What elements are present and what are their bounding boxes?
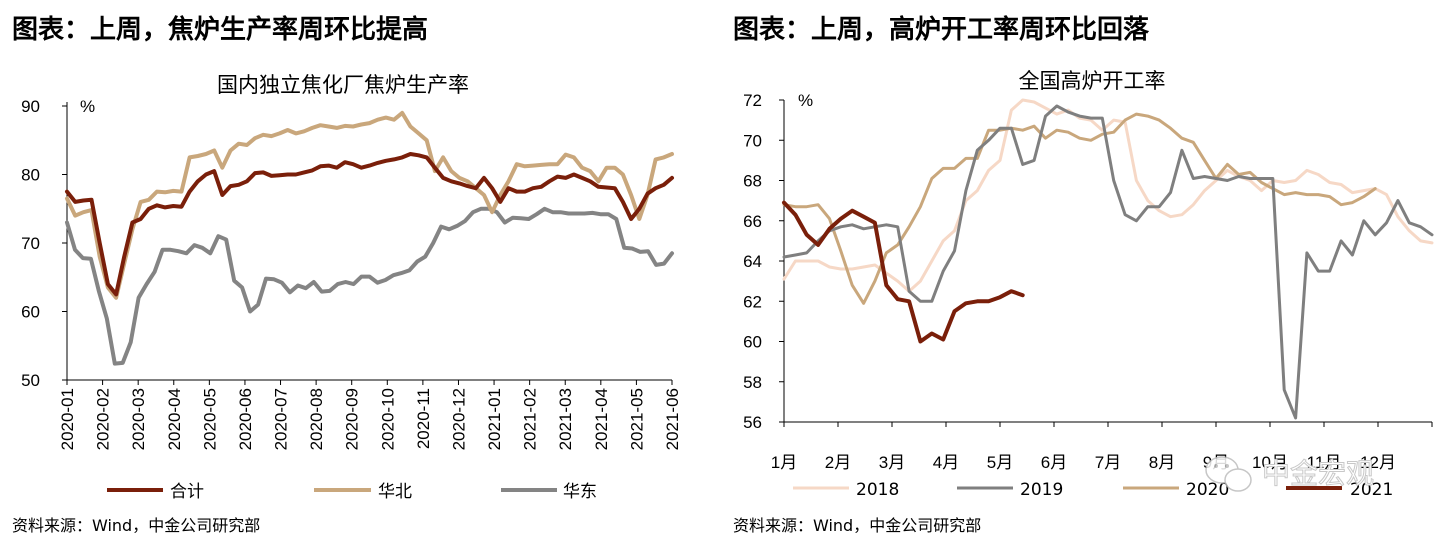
wechat-watermark-icon	[1205, 456, 1252, 492]
right-series-line-2020	[782, 112, 1377, 305]
right-x-tick-label: 1月	[771, 453, 797, 472]
right-y-tick-label: 70	[743, 131, 762, 150]
left-y-tick-label: 80	[21, 166, 40, 185]
right-x-tick-label: 7月	[1095, 453, 1121, 472]
legend-label-2018: 2018	[856, 480, 899, 500]
watermark-text: 中金宏观	[1262, 457, 1374, 490]
right-x-tick-label: 5月	[987, 453, 1013, 472]
legend-label-huabei: 华北	[378, 482, 412, 502]
legend-label-2021: 2021	[1350, 480, 1393, 500]
left-series-line-1	[65, 110, 674, 300]
right-x-tick-label: 8月	[1149, 453, 1175, 472]
left-x-tick-label: 2020-01	[58, 388, 77, 450]
right-y-tick-label: 66	[743, 212, 762, 231]
left-series-line-2	[65, 206, 674, 366]
left-y-tick-label: 50	[21, 371, 40, 390]
legend-label-2019: 2019	[1020, 480, 1063, 500]
right-y-tick-label: 56	[743, 413, 762, 432]
left-x-tick-label: 2021-04	[592, 388, 611, 450]
right-series-line-2018	[782, 98, 1434, 293]
right-y-unit: %	[798, 91, 813, 110]
left-x-tick-label: 2020-10	[378, 388, 397, 450]
left-x-tick-label: 2020-03	[129, 388, 148, 450]
left-x-tick-label: 2020-06	[236, 388, 255, 450]
left-heading: 图表：上周，焦炉生产率周环比提高	[12, 14, 428, 45]
left-x-tick-label: 2021-06	[663, 388, 682, 450]
right-series-line-2019	[782, 104, 1434, 420]
right-heading: 图表：上周，高炉开工率周环比回落	[733, 14, 1150, 45]
right-x-tick-label: 2月	[825, 453, 851, 472]
right-x-tick-label: 3月	[879, 453, 905, 472]
legend-label-2020: 2020	[1186, 480, 1229, 500]
right-plot-area: 5658606264666870721月2月3月4月5月6月7月8月9月10月1…	[743, 91, 1434, 472]
left-source: 资料来源：Wind，中金公司研究部	[12, 516, 260, 535]
right-y-tick-label: 62	[743, 292, 762, 311]
legend-label-huadong: 华东	[563, 482, 597, 502]
left-y-unit: %	[80, 97, 95, 116]
left-x-tick-label: 2020-07	[272, 388, 291, 450]
left-y-tick-label: 70	[21, 234, 40, 253]
left-x-tick-label: 2020-09	[343, 388, 362, 450]
left-y-tick-label: 60	[21, 303, 40, 322]
left-series-line-0	[65, 152, 674, 297]
left-x-tick-label: 2020-08	[307, 388, 326, 450]
left-x-tick-label: 2020-02	[94, 388, 113, 450]
left-x-tick-label: 2021-02	[521, 388, 540, 450]
right-x-tick-label: 11月	[1307, 453, 1342, 472]
right-y-tick-label: 60	[743, 333, 762, 352]
right-chart-title: 全国高炉开工率	[1019, 69, 1166, 93]
left-panel: 图表：上周，焦炉生产率周环比提高 国内独立焦化厂焦炉生产率 % 50 60 70 80…	[12, 14, 682, 535]
left-x-tick-label: 2020-12	[449, 388, 468, 450]
left-chart-title: 国内独立焦化厂焦炉生产率	[217, 73, 469, 97]
left-x-tick-label: 2020-05	[200, 388, 219, 450]
right-series-line-2021	[782, 200, 1025, 344]
right-x-tick-label: 6月	[1041, 453, 1067, 472]
right-y-tick-label: 64	[743, 252, 762, 271]
left-x-tick-label: 2020-11	[414, 388, 433, 449]
left-y-tick-label: 90	[21, 97, 40, 116]
left-x-tick-label: 2021-05	[627, 388, 646, 450]
right-y-tick-label: 72	[743, 91, 762, 110]
left-legend: 合计 华北 华东	[107, 482, 597, 502]
right-x-tick-label: 10月	[1252, 453, 1288, 472]
right-y-tick-label: 68	[743, 172, 762, 191]
right-source: 资料来源：Wind，中金公司研究部	[733, 516, 981, 535]
right-x-tick-label: 4月	[933, 453, 959, 472]
legend-label-heji: 合计	[170, 482, 204, 502]
right-y-tick-label: 58	[743, 373, 762, 392]
left-x-tick-label: 2021-03	[556, 388, 575, 450]
left-plot-area: 50 60 70 80 90 2020-01 2020-02 2020-03 2020-04 20…	[21, 97, 682, 450]
right-legend: 2018 2019 2020 2021	[793, 480, 1393, 500]
left-x-tick-label: 2020-04	[165, 388, 184, 450]
left-x-tick-label: 2021-01	[485, 388, 504, 450]
right-x-tick-label: 12月	[1360, 453, 1396, 472]
right-panel: 图表：上周，高炉开工率周环比回落 全国高炉开工率 % 56 58 60 62 64 66 6…	[733, 14, 1434, 535]
